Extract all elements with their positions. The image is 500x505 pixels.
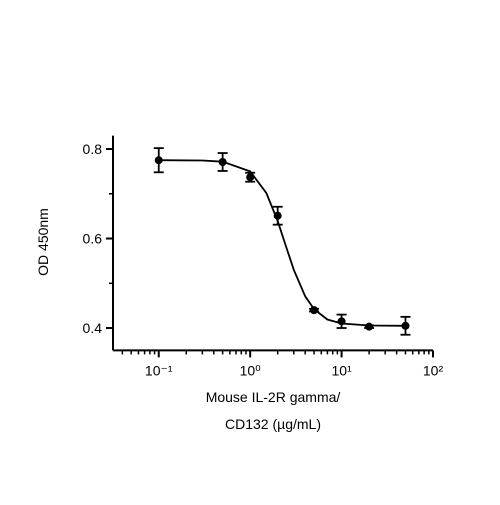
- y-axis-label: OD 450nm: [35, 208, 51, 276]
- y-tick-label: 0.4: [83, 320, 103, 336]
- x-tick-label: 10⁰: [240, 362, 262, 378]
- y-tick-label: 0.6: [83, 231, 103, 247]
- point: [246, 173, 255, 182]
- fit-curve: [158, 159, 406, 327]
- point: [154, 156, 163, 165]
- point: [218, 158, 227, 167]
- x-tick-label: 10¹: [331, 362, 352, 378]
- x-axis-label: CD132 (µg/mL): [225, 416, 321, 432]
- point: [365, 322, 374, 331]
- point: [273, 211, 282, 220]
- x-axis-label: Mouse IL-2R gamma/: [206, 389, 341, 405]
- point: [310, 306, 319, 315]
- x-tick-label: 10⁻¹: [145, 362, 173, 378]
- y-tick-label: 0.8: [83, 141, 103, 157]
- point: [337, 317, 346, 326]
- x-tick-label: 10²: [423, 362, 444, 378]
- point: [401, 321, 410, 330]
